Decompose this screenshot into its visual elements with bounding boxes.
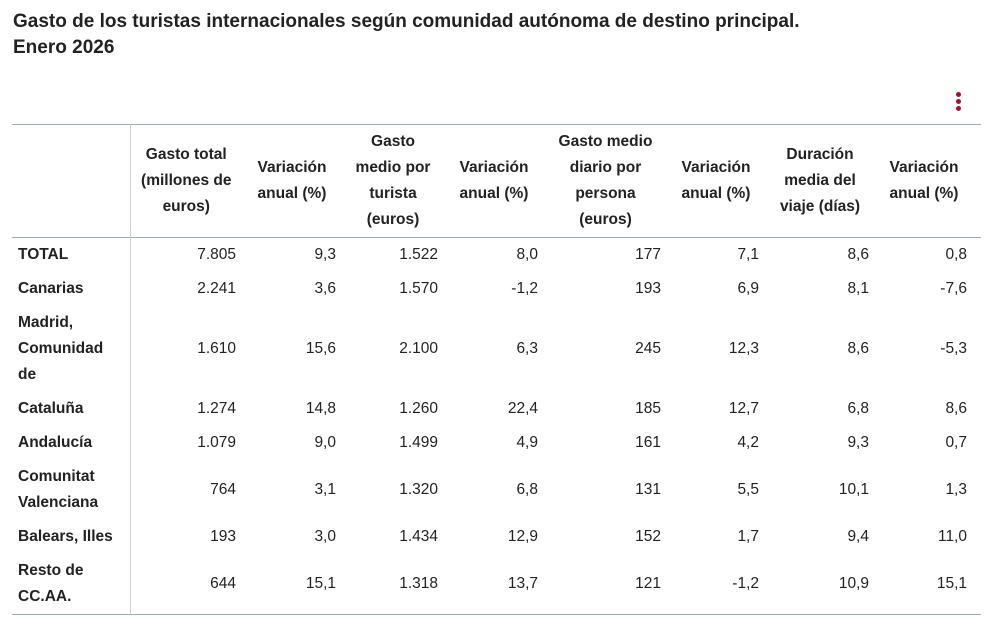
- table-cell: 6,9: [737, 280, 759, 297]
- table-cell: 1.079: [197, 434, 236, 451]
- table-cell: 1.260: [399, 400, 438, 417]
- table-row: Balears, Illes 193 3,0 1.434 12,9 152 1,7 9,4 11…: [12, 520, 981, 554]
- table-cell: 1.610: [197, 340, 236, 357]
- table-cell: 12,9: [507, 528, 538, 545]
- row-header: Balears, Illes: [12, 520, 131, 554]
- table-cell: 764: [210, 481, 236, 498]
- table-cell: 15,6: [305, 340, 336, 357]
- table-row: Madrid, Comunidad de 1.610 15,6 2.100 6,3 245…: [12, 306, 981, 392]
- title: Gasto de los turistas internacionales se…: [13, 9, 800, 61]
- table-cell: 11,0: [937, 528, 967, 545]
- table-cell: 9,3: [314, 246, 336, 263]
- column-header: Gasto medio diario por persona (euros): [558, 133, 653, 228]
- table-cell: 6,8: [516, 481, 538, 498]
- row-header: Resto de CC.AA.: [12, 554, 131, 615]
- table-cell: 8,6: [847, 340, 869, 357]
- table-cell: 9,0: [314, 434, 336, 451]
- table-row: Canarias 2.241 3,6 1.570 -1,2 193 6,9 8,1 -7,6: [12, 272, 981, 306]
- table-row: Comunitat Valenciana 764 3,1 1.320 6,8 131 5,5…: [12, 460, 981, 520]
- table-cell: 8,6: [945, 400, 967, 417]
- column-header: Variación anual (%): [681, 159, 751, 202]
- table-cell: 152: [635, 528, 661, 545]
- table-cell: 8,0: [516, 246, 538, 263]
- table-row: Andalucía 1.079 9,0 1.499 4,9 161 4,2 9,3 0,7: [12, 426, 981, 460]
- menu-button[interactable]: [956, 92, 962, 113]
- table-cell: 131: [635, 481, 661, 498]
- table-cell: 1.499: [399, 434, 438, 451]
- table-cell: 245: [635, 340, 661, 357]
- table-cell: 9,3: [847, 434, 869, 451]
- table-cell: 1.522: [399, 246, 438, 263]
- data-table: Gasto total (millones de euros) Variación…: [12, 124, 981, 615]
- table-cell: 644: [210, 575, 236, 592]
- table-cell: 2.241: [197, 280, 236, 297]
- row-header: Andalucía: [12, 426, 131, 460]
- row-header: Comunitat Valenciana: [12, 460, 131, 520]
- table-body: TOTAL 7.805 9,3 1.522 8,0 177 7,1 8,6 0,8 Canaria…: [12, 237, 981, 615]
- table-row: Resto de CC.AA. 644 15,1 1.318 13,7 121 -1,2 10…: [12, 554, 981, 615]
- table-cell: 12,7: [728, 400, 759, 417]
- table-cell: 1.434: [399, 528, 438, 545]
- column-header: Duración media del viaje (días): [779, 146, 861, 215]
- table-cell: 15,1: [305, 575, 336, 592]
- table-cell: 193: [635, 280, 661, 297]
- table-cell: 1,7: [737, 528, 759, 545]
- table-cell: 6,8: [847, 400, 869, 417]
- table-cell: -5,3: [940, 340, 967, 357]
- row-header: TOTAL: [12, 237, 131, 272]
- table-cell: -7,6: [940, 280, 967, 297]
- table-cell: 14,8: [305, 400, 336, 417]
- table-cell: 3,0: [314, 528, 336, 545]
- row-header: Canarias: [12, 272, 131, 306]
- table-cell: 10,9: [838, 575, 869, 592]
- table-cell: 3,6: [314, 280, 336, 297]
- table-cell: 7,1: [737, 246, 759, 263]
- table-cell: 4,9: [516, 434, 538, 451]
- table-cell: 5,5: [737, 481, 759, 498]
- table-cell: 9,4: [847, 528, 869, 545]
- table-cell: 121: [635, 575, 661, 592]
- corner-cell: [12, 124, 131, 238]
- table-cell: 185: [635, 400, 661, 417]
- table-cell: 1.570: [399, 280, 438, 297]
- row-header: Cataluña: [12, 392, 131, 426]
- table-cell: 161: [635, 434, 661, 451]
- table-cell: 6,3: [516, 340, 538, 357]
- column-header: Gasto medio por turista (euros): [355, 133, 431, 228]
- table-cell: 2.100: [399, 340, 438, 357]
- column-header: Variación anual (%): [257, 159, 327, 202]
- table-cell: 10,1: [838, 481, 869, 498]
- table-row: Cataluña 1.274 14,8 1.260 22,4 185 12,7 6,8 8,6: [12, 392, 981, 426]
- table-cell: 8,6: [847, 246, 869, 263]
- table-cell: 15,1: [936, 575, 967, 592]
- table-cell: -1,2: [732, 575, 759, 592]
- column-header: Gasto total (millones de euros): [141, 146, 232, 215]
- table-cell: 1.320: [399, 481, 438, 498]
- table-cell: 1.318: [399, 575, 438, 592]
- row-header: Madrid, Comunidad de: [12, 306, 131, 392]
- table-cell: -1,2: [511, 280, 538, 297]
- table-cell: 1,3: [945, 481, 967, 498]
- table-cell: 8,1: [847, 280, 869, 297]
- table-cell: 1.274: [197, 400, 236, 417]
- column-header: Variación anual (%): [459, 159, 529, 202]
- table-cell: 22,4: [507, 400, 538, 417]
- table-cell: 7.805: [197, 246, 236, 263]
- table-row: TOTAL 7.805 9,3 1.522 8,0 177 7,1 8,6 0,8: [12, 237, 981, 272]
- table-cell: 0,7: [945, 434, 967, 451]
- table-cell: 13,7: [507, 575, 538, 592]
- table-cell: 177: [635, 246, 661, 263]
- column-header: Variación anual (%): [889, 159, 959, 202]
- table-cell: 193: [210, 528, 236, 545]
- table-cell: 0,8: [945, 246, 967, 263]
- header-row: Gasto total (millones de euros) Variación…: [12, 124, 981, 238]
- title-line: Enero 2026: [13, 37, 115, 58]
- table-cell: 3,1: [314, 481, 336, 498]
- table-cell: 4,2: [737, 434, 759, 451]
- table-cell: 12,3: [728, 340, 759, 357]
- title-line: Gasto de los turistas internacionales se…: [13, 11, 800, 32]
